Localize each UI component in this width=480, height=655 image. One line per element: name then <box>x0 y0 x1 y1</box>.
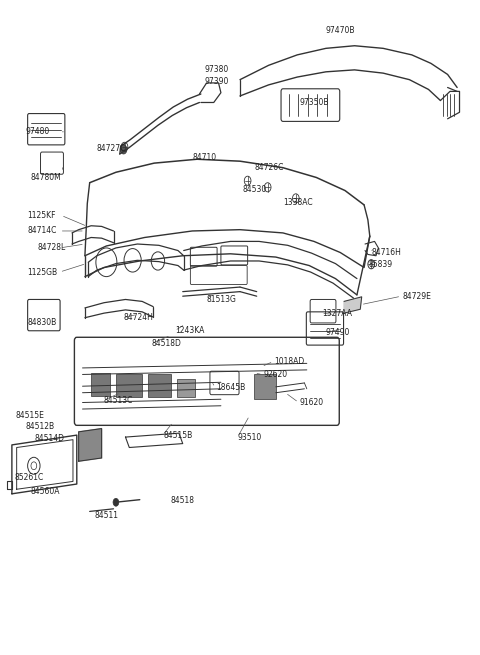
Text: 97350B: 97350B <box>300 98 329 107</box>
Circle shape <box>113 498 119 506</box>
Text: 84530: 84530 <box>242 185 266 194</box>
Text: 84729E: 84729E <box>402 291 431 301</box>
Text: 84518: 84518 <box>171 496 195 505</box>
Text: 84515E: 84515E <box>16 411 45 420</box>
Text: 92620: 92620 <box>264 370 288 379</box>
Text: 1125KF: 1125KF <box>28 211 56 220</box>
Text: 97380: 97380 <box>204 66 228 75</box>
Text: 84511: 84511 <box>95 511 119 520</box>
Text: 84716H: 84716H <box>371 248 401 257</box>
Text: 91620: 91620 <box>300 398 324 407</box>
Text: 1125GB: 1125GB <box>28 267 58 276</box>
Text: 93510: 93510 <box>238 432 262 441</box>
Text: 1243KA: 1243KA <box>176 326 205 335</box>
Polygon shape <box>344 297 362 313</box>
Text: 84830B: 84830B <box>28 318 57 327</box>
Text: 84513C: 84513C <box>104 396 133 405</box>
Text: 84710: 84710 <box>192 153 216 162</box>
Text: 84512B: 84512B <box>25 422 54 431</box>
Text: 84727C: 84727C <box>97 143 126 153</box>
Text: 97470B: 97470B <box>326 26 355 35</box>
Text: 84560A: 84560A <box>30 487 60 496</box>
Bar <box>91 373 110 396</box>
Bar <box>148 375 171 398</box>
Text: 84518D: 84518D <box>152 339 181 348</box>
Text: 84514D: 84514D <box>35 434 65 443</box>
Text: 84780M: 84780M <box>30 173 61 182</box>
Circle shape <box>120 145 127 154</box>
Polygon shape <box>79 428 102 461</box>
Bar <box>254 375 276 400</box>
Text: 1338AC: 1338AC <box>283 198 312 207</box>
Text: 84728L: 84728L <box>37 244 65 252</box>
Text: 85261C: 85261C <box>15 473 44 482</box>
Text: 81513G: 81513G <box>206 295 237 304</box>
Text: 1018AD: 1018AD <box>275 357 305 366</box>
Text: 97390: 97390 <box>204 77 228 86</box>
Text: 97480: 97480 <box>25 127 49 136</box>
Text: 84724H: 84724H <box>123 313 153 322</box>
Bar <box>116 375 142 398</box>
Bar <box>177 379 195 398</box>
Text: 18645B: 18645B <box>216 383 245 392</box>
Text: 1327AA: 1327AA <box>322 309 352 318</box>
Text: 84714C: 84714C <box>28 227 57 235</box>
Text: 85839: 85839 <box>369 260 393 269</box>
Text: 97490: 97490 <box>326 328 350 337</box>
Text: 84515B: 84515B <box>164 430 193 440</box>
Text: 84726C: 84726C <box>254 163 284 172</box>
